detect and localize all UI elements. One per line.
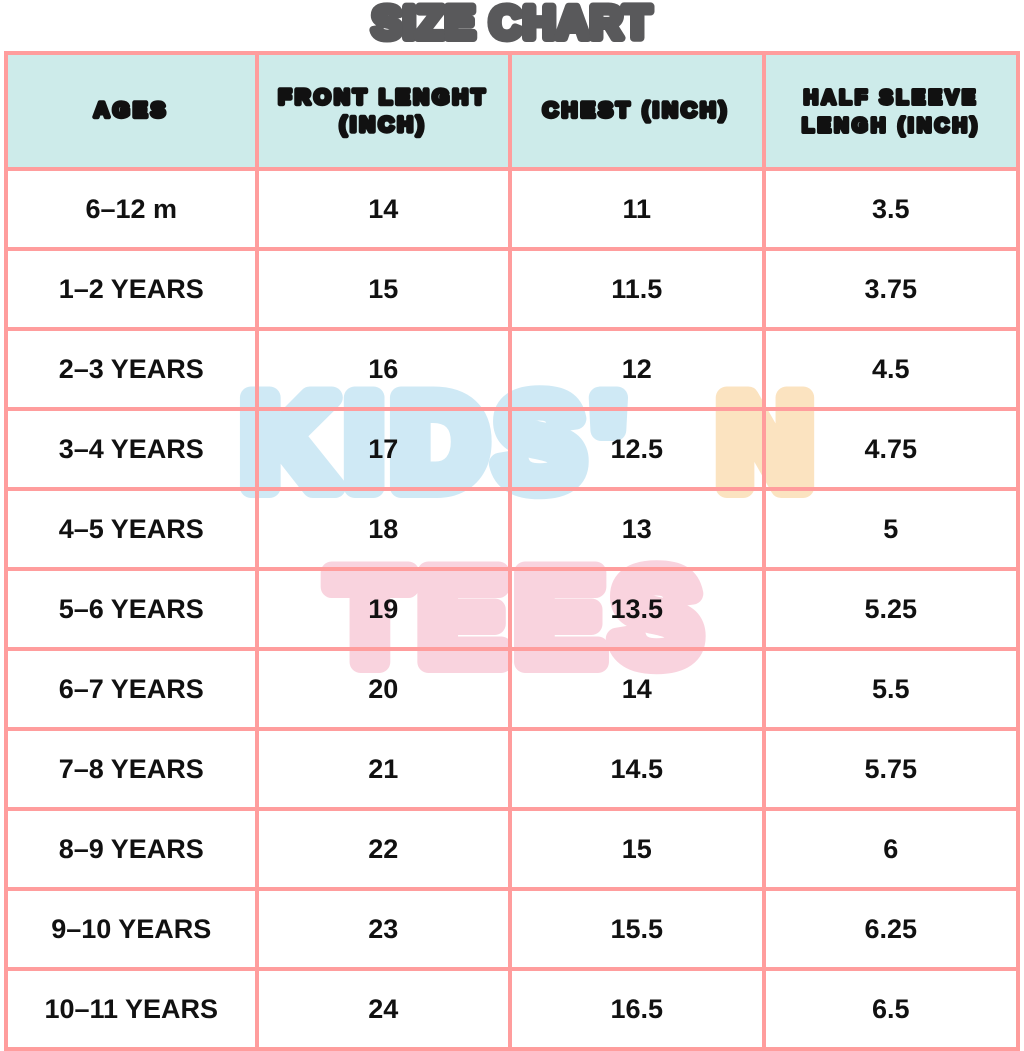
svg-text:AGES: AGES (94, 98, 169, 122)
svg-text:HALF SLEEVE: HALF SLEEVE (803, 87, 978, 109)
svg-text:(INCH): (INCH) (339, 113, 426, 137)
svg-text:FRONT LENGHT: FRONT LENGHT (278, 85, 488, 109)
svg-text:CHEST (INCH): CHEST (INCH) (543, 98, 730, 122)
svg-text:LENGH (INCH): LENGH (INCH) (801, 115, 980, 137)
